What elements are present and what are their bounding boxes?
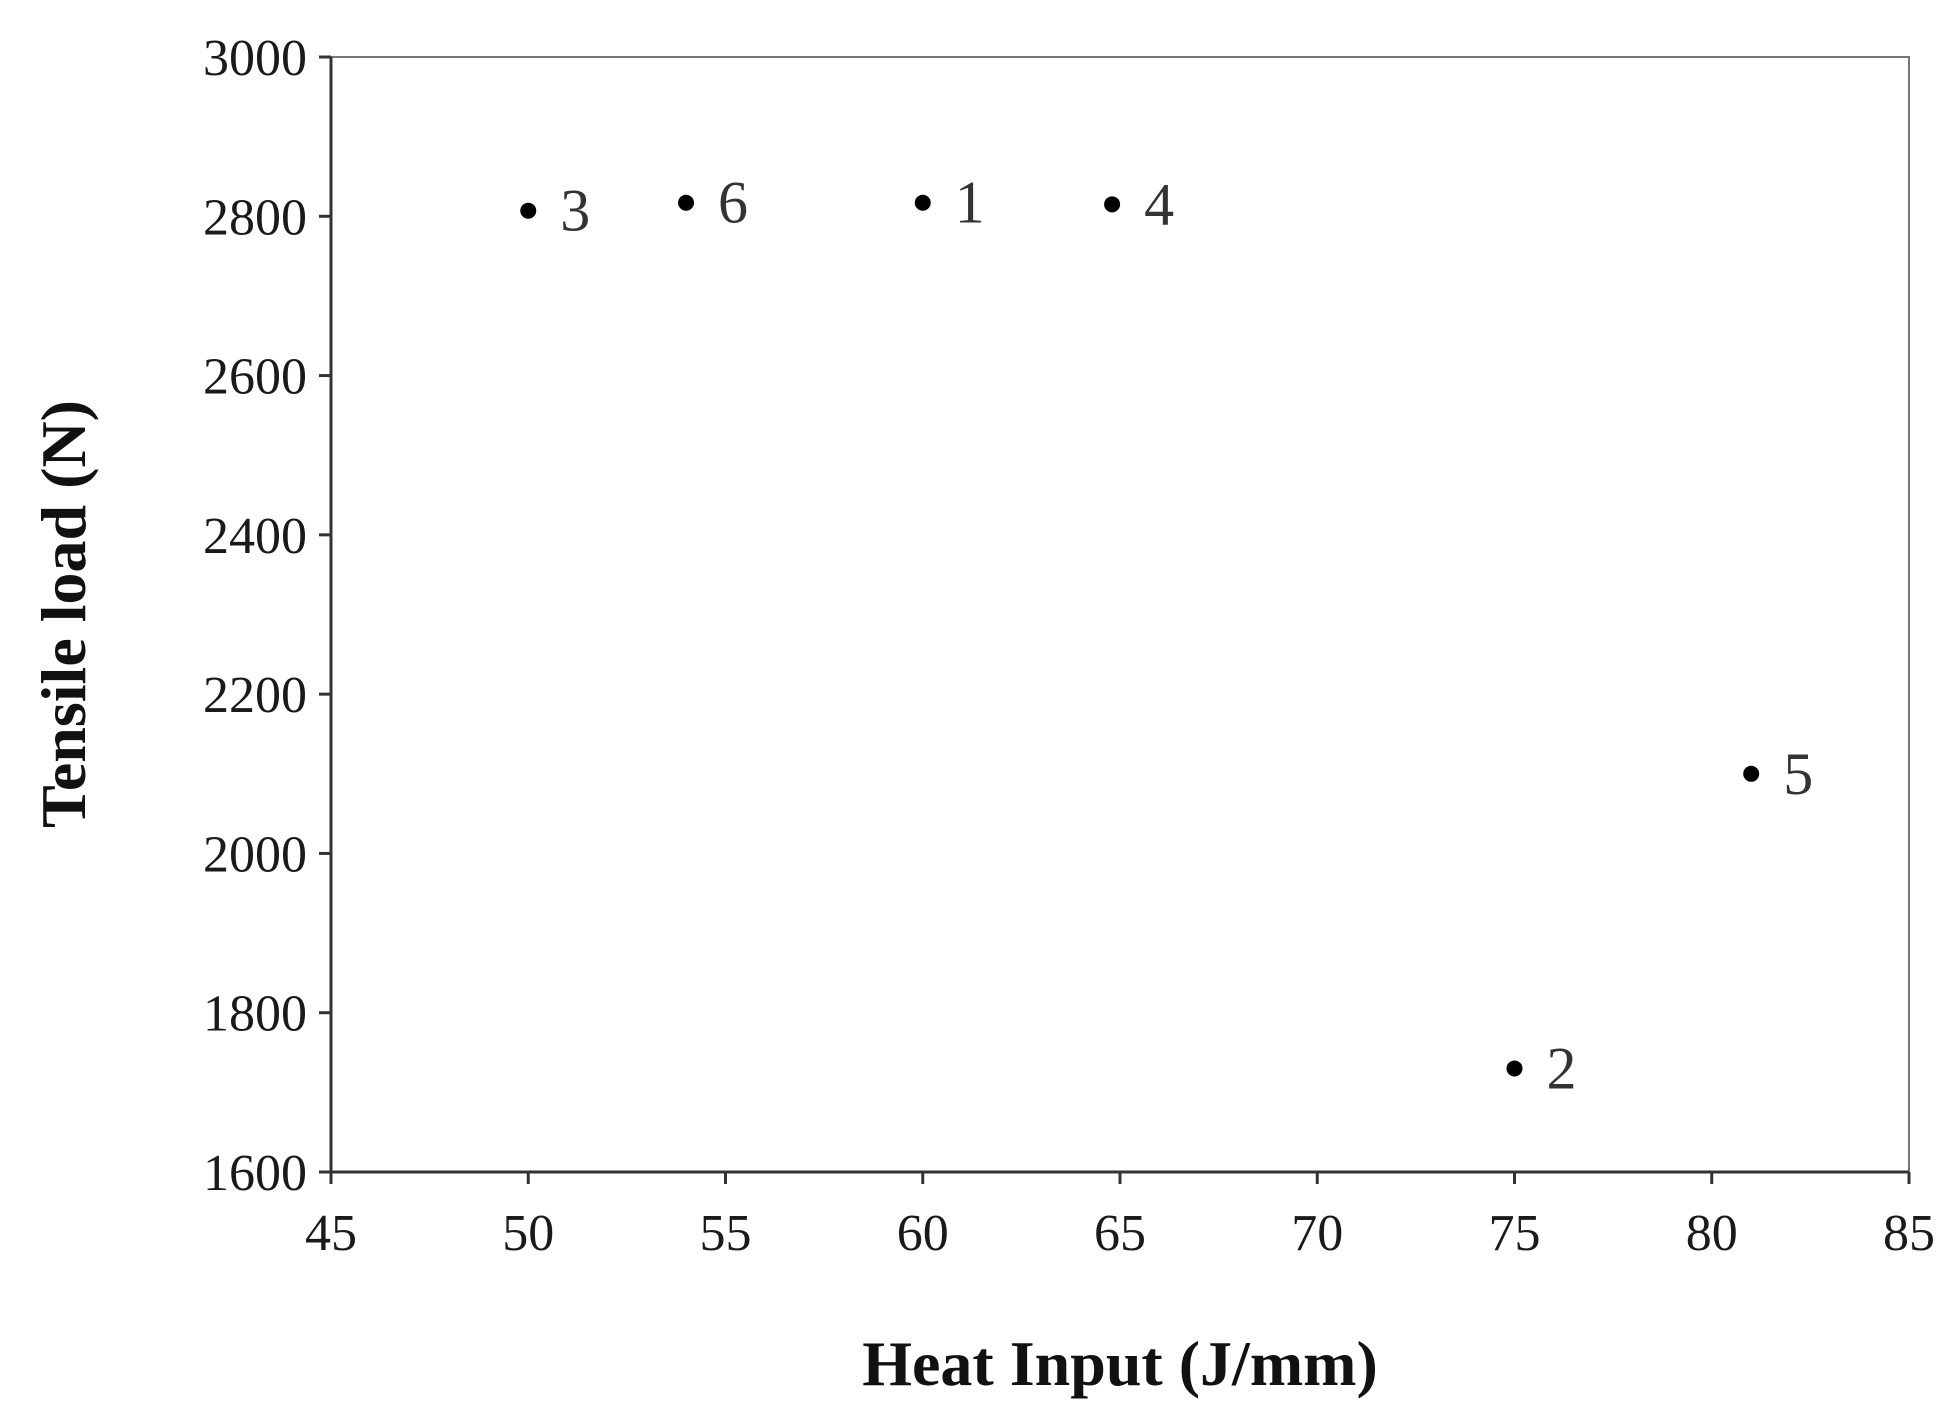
point-label: 5	[1783, 741, 1813, 807]
data-point	[520, 202, 537, 219]
point-label: 1	[955, 170, 985, 236]
y-tick-label: 1800	[203, 986, 307, 1043]
point-label: 6	[718, 170, 748, 236]
data-point	[678, 194, 695, 211]
x-tick-label: 55	[700, 1205, 752, 1262]
y-tick-label: 2600	[203, 349, 307, 406]
y-tick-label: 2800	[203, 189, 307, 246]
y-tick-label: 3000	[203, 30, 307, 87]
x-tick-label: 85	[1883, 1205, 1935, 1262]
x-tick-label: 60	[897, 1205, 949, 1262]
data-point	[1743, 765, 1760, 782]
y-ticks: 1600 1800 2000 2200 2400 2600 2800 3000	[203, 30, 331, 1202]
point-label: 4	[1144, 171, 1174, 237]
y-axis-title: Tensile load (N)	[28, 400, 99, 828]
x-ticks: 45 50 55 60 65 70 75 80 85	[305, 1172, 1935, 1262]
data-point	[1506, 1060, 1523, 1077]
y-tick-label: 2000	[203, 826, 307, 883]
x-tick-label: 75	[1489, 1205, 1541, 1262]
data-point	[1104, 196, 1121, 213]
point-label: 3	[560, 178, 590, 244]
x-tick-label: 70	[1291, 1205, 1343, 1262]
data-points: 1 2 3 4 5 6	[520, 170, 1813, 1101]
x-tick-label: 50	[502, 1205, 554, 1262]
x-tick-label: 65	[1094, 1205, 1146, 1262]
data-point	[914, 194, 931, 211]
point-label: 2	[1547, 1035, 1577, 1101]
x-tick-label: 80	[1686, 1205, 1738, 1262]
x-axis-title: Heat Input (J/mm)	[862, 1328, 1378, 1399]
x-tick-label: 45	[305, 1205, 357, 1262]
y-tick-label: 1600	[203, 1145, 307, 1202]
y-tick-label: 2400	[203, 508, 307, 565]
y-tick-label: 2200	[203, 667, 307, 724]
